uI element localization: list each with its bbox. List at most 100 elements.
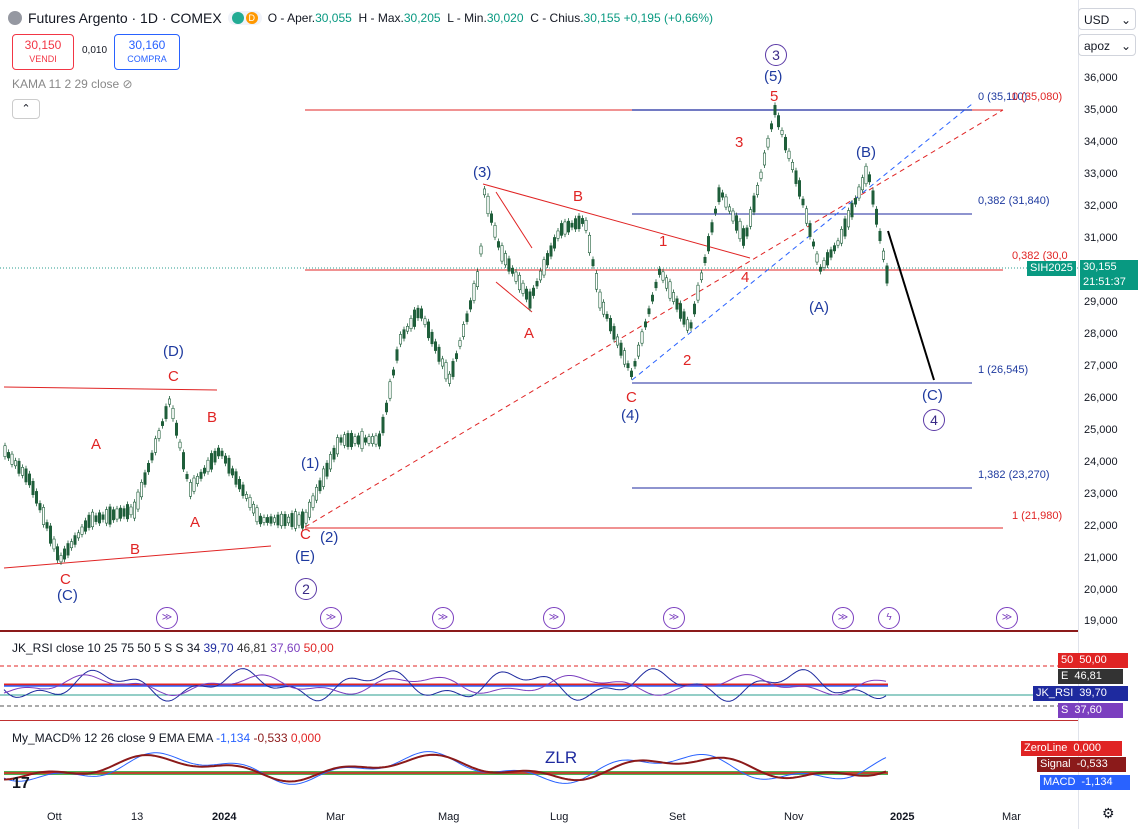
currency-select[interactable]: USD ⌄ bbox=[1078, 8, 1136, 30]
candle-body bbox=[552, 237, 556, 249]
candle-body bbox=[412, 309, 416, 327]
rsi-panel[interactable] bbox=[0, 655, 1078, 715]
candle-body bbox=[794, 170, 798, 184]
candle-body bbox=[119, 507, 123, 519]
candle-body bbox=[440, 358, 444, 367]
chevron-up-icon: ⌃ bbox=[21, 103, 31, 115]
candle-body bbox=[657, 268, 661, 275]
last-price-tag: 30,155 bbox=[1080, 260, 1138, 275]
candle-body bbox=[563, 221, 567, 235]
x-axis-label: Lug bbox=[550, 811, 569, 823]
sell-button[interactable]: 30,150 VENDI bbox=[12, 34, 74, 70]
price-chart[interactable] bbox=[0, 0, 1078, 829]
candle-body bbox=[335, 437, 339, 455]
x-axis-label: Mar bbox=[1002, 811, 1021, 823]
tradingview-logo-icon[interactable]: 17 bbox=[12, 775, 30, 792]
spread-value: 0,010 bbox=[82, 45, 108, 56]
wave-label: A bbox=[190, 514, 201, 531]
candle-body bbox=[829, 249, 833, 258]
candle-body bbox=[164, 406, 168, 419]
candle-body bbox=[622, 350, 626, 365]
candle-body bbox=[227, 457, 231, 474]
projection-line bbox=[887, 230, 935, 381]
candle-body bbox=[731, 210, 735, 222]
candle-body bbox=[346, 433, 350, 447]
candle-body bbox=[217, 447, 221, 457]
candle-body bbox=[416, 307, 420, 319]
candle-body bbox=[73, 535, 77, 545]
candle-body bbox=[136, 491, 140, 510]
candle-body bbox=[272, 517, 276, 523]
wave-label: (2) bbox=[320, 529, 339, 546]
candle-body bbox=[860, 177, 864, 191]
status-pill[interactable]: D bbox=[227, 11, 262, 25]
macd-panel[interactable] bbox=[0, 740, 1078, 800]
candle-body bbox=[514, 271, 518, 282]
event-icon[interactable]: ≫ bbox=[663, 607, 685, 629]
candle-body bbox=[402, 329, 406, 339]
candle-body bbox=[108, 506, 112, 525]
wave-label: (D) bbox=[163, 343, 184, 360]
event-icon[interactable]: ≫ bbox=[156, 607, 178, 629]
candle-body bbox=[210, 453, 214, 470]
chart-title[interactable]: Futures Argento · 1D · COMEX bbox=[28, 10, 222, 26]
candle-body bbox=[87, 514, 91, 528]
candle-body bbox=[507, 258, 511, 272]
candle-body bbox=[584, 220, 588, 231]
candle-body bbox=[300, 511, 304, 529]
candle-body bbox=[143, 472, 147, 485]
price-tick: 33,000 bbox=[1084, 168, 1118, 180]
scale-mode-select[interactable]: apoz ⌄ bbox=[1078, 34, 1136, 56]
pane-separator[interactable] bbox=[0, 720, 1143, 721]
candle-body bbox=[867, 174, 871, 183]
candle-body bbox=[178, 441, 182, 449]
candle-body bbox=[717, 187, 721, 203]
red-dashed-trendline bbox=[304, 109, 1004, 528]
event-icon[interactable]: ≫ bbox=[832, 607, 854, 629]
macd-legend[interactable]: My_MACD% 12 26 close 9 EMA EMA -1,134 -0… bbox=[12, 731, 321, 745]
collapse-legend-button[interactable]: ⌃ bbox=[12, 99, 40, 119]
event-icon[interactable]: ≫ bbox=[432, 607, 454, 629]
candle-body bbox=[636, 344, 640, 357]
eye-hidden-icon[interactable]: ⊘ bbox=[122, 77, 133, 91]
event-icon[interactable]: ≫ bbox=[996, 607, 1018, 629]
candle-body bbox=[94, 515, 98, 522]
lightning-event-icon[interactable]: ϟ bbox=[878, 607, 900, 629]
candle-body bbox=[293, 511, 297, 529]
wave-label: A bbox=[91, 436, 102, 453]
candle-body bbox=[238, 479, 242, 490]
candle-body bbox=[682, 311, 686, 325]
candle-body bbox=[755, 185, 759, 195]
candle-body bbox=[304, 511, 308, 524]
candle-body bbox=[234, 471, 238, 485]
candle-body bbox=[444, 362, 448, 380]
settings-gear-icon[interactable]: ⚙ bbox=[1102, 805, 1115, 821]
candle-body bbox=[154, 438, 158, 453]
wave-label: 4 bbox=[923, 409, 945, 431]
pane-separator[interactable] bbox=[0, 630, 1143, 632]
rsi-legend[interactable]: JK_RSI close 10 25 75 50 5 S S 34 39,70 … bbox=[12, 641, 334, 655]
candle-body bbox=[745, 227, 749, 237]
candle-body bbox=[426, 321, 430, 339]
candle-body bbox=[150, 452, 154, 461]
candle-body bbox=[465, 313, 469, 322]
event-icon[interactable]: ≫ bbox=[543, 607, 565, 629]
candle-body bbox=[252, 503, 256, 514]
zlr-label: ZLR bbox=[545, 748, 578, 767]
candle-body bbox=[91, 511, 95, 528]
candle-body bbox=[206, 459, 210, 473]
candle-body bbox=[510, 267, 514, 274]
candle-body bbox=[80, 526, 84, 535]
candle-body bbox=[339, 437, 343, 443]
candle-body bbox=[591, 259, 595, 267]
candle-body bbox=[839, 229, 843, 244]
candle-body bbox=[45, 522, 49, 529]
candle-body bbox=[182, 452, 186, 470]
rsi-value-tag: S 37,60 bbox=[1058, 703, 1124, 718]
kama-indicator-label[interactable]: KAMA 11 2 29 close ⊘ bbox=[12, 77, 133, 91]
buy-button[interactable]: 30,160 COMPRA bbox=[114, 34, 180, 70]
event-icon[interactable]: ≫ bbox=[320, 607, 342, 629]
candle-body bbox=[654, 281, 658, 289]
candle-body bbox=[587, 234, 591, 254]
candle-body bbox=[664, 277, 668, 289]
